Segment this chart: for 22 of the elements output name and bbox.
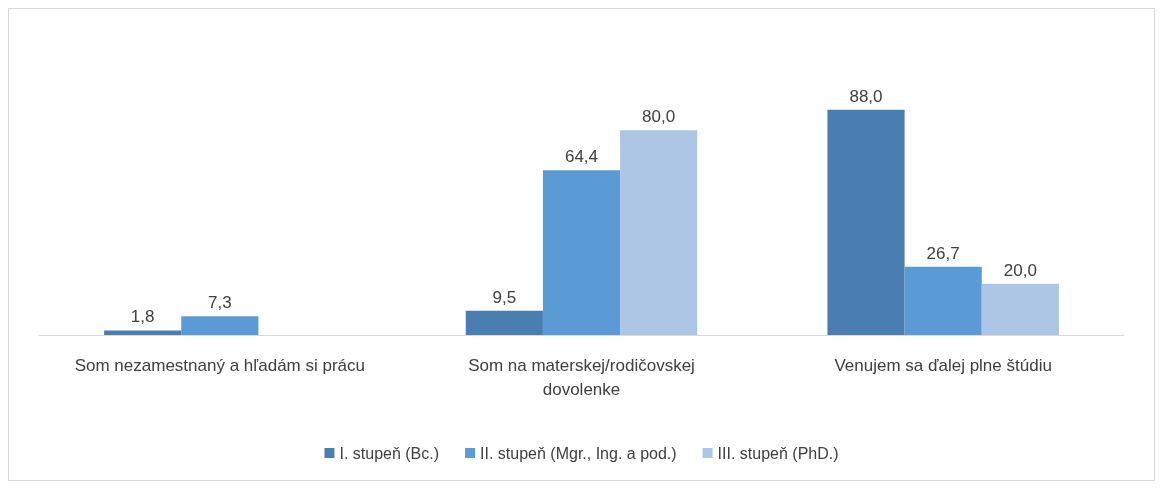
- data-label: 7,3: [208, 293, 232, 313]
- x-tick-label: Som na materskej/rodičovskej dovolenke: [468, 355, 695, 399]
- legend-label: II. stupeň (Mgr., Ing. a pod.): [480, 444, 677, 462]
- bar: [904, 266, 982, 335]
- bar: [981, 283, 1059, 335]
- bar: [465, 310, 543, 335]
- bar: [620, 130, 698, 335]
- data-label: 20,0: [1003, 260, 1037, 280]
- data-label: 80,0: [642, 107, 676, 127]
- data-label: 1,8: [130, 307, 155, 327]
- data-label: 26,7: [926, 243, 960, 263]
- bar: [827, 109, 905, 335]
- data-label: 9,5: [492, 287, 517, 307]
- legend-label: I. stupeň (Bc.): [339, 444, 440, 462]
- data-label: 64,4: [564, 147, 599, 167]
- x-tick-label: Venujem sa ďalej plne štúdiu: [834, 355, 1052, 375]
- bar: [181, 316, 259, 335]
- bar: [104, 330, 182, 335]
- legend-label: III. stupeň (PhD.): [717, 444, 839, 462]
- x-tick-label: Som nezamestnaný a hľadám si prácu: [74, 355, 365, 375]
- data-label: 88,0: [849, 86, 883, 106]
- bar: [542, 170, 621, 335]
